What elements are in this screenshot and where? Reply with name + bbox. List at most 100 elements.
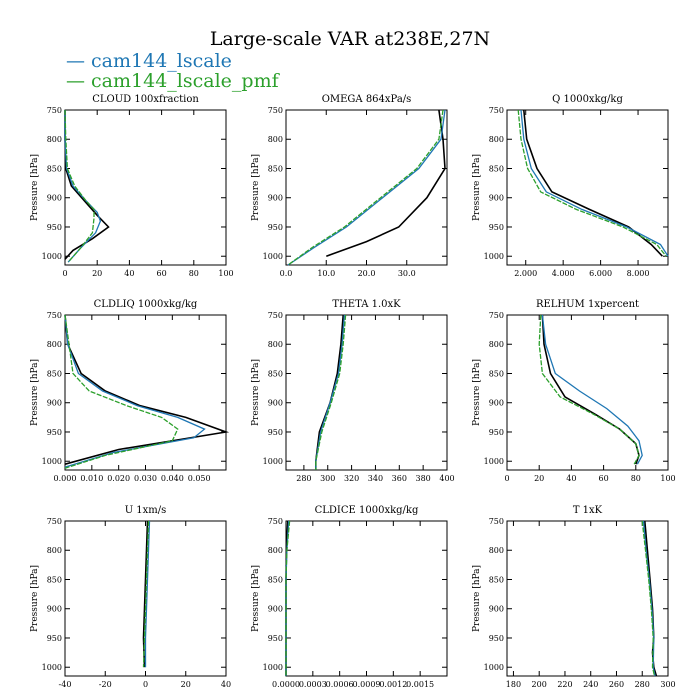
x-tick-label: 80 bbox=[189, 269, 199, 278]
panel-title: CLDICE 1000xkg/kg bbox=[315, 505, 419, 516]
y-tick-label: 900 bbox=[47, 605, 62, 614]
x-tick-label: 20.0 bbox=[358, 269, 376, 278]
x-tick-label: 0.040 bbox=[161, 474, 184, 483]
series-line-lscale bbox=[520, 109, 669, 257]
x-tick-label: 0.0 bbox=[280, 269, 293, 278]
series-line-obs bbox=[64, 314, 230, 465]
x-tick-label: 0.020 bbox=[107, 474, 130, 483]
x-tick-label: 200 bbox=[532, 680, 547, 689]
main-title: Large-scale VAR at238E,27N bbox=[209, 28, 491, 50]
y-tick-label: 950 bbox=[268, 428, 283, 437]
y-tick-label: 750 bbox=[489, 311, 504, 320]
x-tick-label: 300 bbox=[660, 680, 675, 689]
y-tick-label: 800 bbox=[489, 340, 504, 349]
y-axis-label: Pressure [hPa] bbox=[251, 565, 261, 632]
panel-title: RELHUM 1xpercent bbox=[536, 299, 639, 310]
x-tick-label: 100 bbox=[660, 474, 675, 483]
x-tick-label: 280 bbox=[635, 680, 650, 689]
x-tick-label: 40 bbox=[566, 474, 576, 483]
y-tick-label: 800 bbox=[268, 546, 283, 555]
y-tick-label: 850 bbox=[268, 369, 283, 378]
x-tick-label: 0 bbox=[62, 269, 67, 278]
panel-3: CLDLIQ 1000xkg/kg Pressure [hPa] 750 800 850… bbox=[30, 299, 230, 483]
series-line-lscale bbox=[64, 314, 206, 468]
x-tick-label: 30.0 bbox=[398, 269, 416, 278]
y-axis-label: Pressure [hPa] bbox=[30, 359, 40, 426]
y-axis-label: Pressure [hPa] bbox=[251, 154, 261, 221]
y-tick-label: 850 bbox=[268, 575, 283, 584]
y-tick-label: 800 bbox=[47, 546, 62, 555]
y-tick-label: 850 bbox=[47, 369, 62, 378]
series-line-pmf bbox=[517, 109, 667, 257]
y-tick-label: 950 bbox=[489, 634, 504, 643]
y-tick-label: 800 bbox=[489, 546, 504, 555]
series-line-lscale bbox=[287, 109, 446, 266]
y-tick-label: 1000 bbox=[42, 663, 62, 672]
panel-title: THETA 1.0xK bbox=[332, 299, 401, 310]
y-tick-label: 950 bbox=[489, 428, 504, 437]
x-tick-label: 0.0000 bbox=[272, 680, 300, 689]
panel-title: U 1xm/s bbox=[125, 505, 167, 516]
y-tick-label: 800 bbox=[268, 340, 283, 349]
y-tick-label: 1000 bbox=[263, 663, 283, 672]
y-tick-label: 1000 bbox=[42, 457, 62, 466]
panel-frame bbox=[64, 109, 227, 266]
panel-frame bbox=[506, 109, 669, 266]
x-tick-label: 40 bbox=[221, 680, 231, 689]
x-tick-label: 240 bbox=[583, 680, 598, 689]
y-tick-label: 900 bbox=[47, 399, 62, 408]
y-tick-label: 750 bbox=[489, 106, 504, 115]
y-axis-label: Pressure [hPa] bbox=[251, 359, 261, 426]
y-tick-label: 900 bbox=[268, 605, 283, 614]
panel-frame bbox=[506, 314, 669, 471]
x-tick-label: 100 bbox=[218, 269, 233, 278]
x-tick-label: 20 bbox=[181, 680, 191, 689]
panel-1: OMEGA 864xPa/s Pressure [hPa] 750 800 850 900… bbox=[251, 94, 448, 278]
y-tick-label: 750 bbox=[47, 106, 62, 115]
y-tick-label: 850 bbox=[489, 369, 504, 378]
y-tick-label: 1000 bbox=[263, 457, 283, 466]
series-line-obs bbox=[326, 109, 446, 257]
x-tick-label: 280 bbox=[296, 474, 311, 483]
series-line-pmf bbox=[538, 314, 640, 465]
x-tick-label: 10.0 bbox=[317, 269, 335, 278]
series-line-pmf bbox=[142, 520, 150, 668]
series-line-pmf bbox=[285, 520, 291, 676]
x-tick-label: -20 bbox=[99, 680, 112, 689]
x-tick-label: 360 bbox=[392, 474, 407, 483]
x-tick-label: 0.0003 bbox=[299, 680, 327, 689]
panel-title: T 1xK bbox=[573, 505, 603, 516]
panel-5: RELHUM 1xpercent Pressure [hPa] 750 800 850 9… bbox=[472, 299, 676, 483]
series-line-pmf bbox=[64, 314, 179, 469]
x-tick-label: 0.0012 bbox=[379, 680, 407, 689]
x-tick-label: 0.0009 bbox=[353, 680, 381, 689]
x-tick-label: 320 bbox=[344, 474, 359, 483]
y-tick-label: 800 bbox=[489, 135, 504, 144]
series-line-obs bbox=[64, 110, 110, 260]
panel-title: CLDLIQ 1000xkg/kg bbox=[94, 299, 198, 310]
y-axis-label: Pressure [hPa] bbox=[472, 359, 482, 426]
y-tick-label: 900 bbox=[47, 194, 62, 203]
y-tick-label: 950 bbox=[268, 223, 283, 232]
x-tick-label: 40 bbox=[124, 269, 134, 278]
legend-item-cam144-lscale: — cam144_lscale bbox=[66, 50, 232, 72]
x-tick-label: 20 bbox=[92, 269, 102, 278]
x-tick-label: 260 bbox=[609, 680, 624, 689]
y-tick-label: 750 bbox=[489, 517, 504, 526]
panel-8: T 1xK Pressure [hPa] 750 800 850 900 950 100018… bbox=[472, 505, 676, 689]
y-tick-label: 950 bbox=[489, 223, 504, 232]
series-line-lscale bbox=[315, 314, 346, 470]
y-tick-label: 1000 bbox=[484, 457, 504, 466]
x-tick-label: 340 bbox=[368, 474, 383, 483]
series-line-pmf bbox=[641, 520, 656, 677]
y-tick-label: 950 bbox=[268, 634, 283, 643]
y-axis-label: Pressure [hPa] bbox=[30, 154, 40, 221]
y-tick-label: 1000 bbox=[42, 252, 62, 261]
panel-title: OMEGA 864xPa/s bbox=[322, 94, 412, 105]
y-tick-label: 800 bbox=[268, 135, 283, 144]
y-tick-label: 900 bbox=[489, 194, 504, 203]
series-line-pmf bbox=[64, 109, 95, 263]
y-tick-label: 850 bbox=[47, 575, 62, 584]
